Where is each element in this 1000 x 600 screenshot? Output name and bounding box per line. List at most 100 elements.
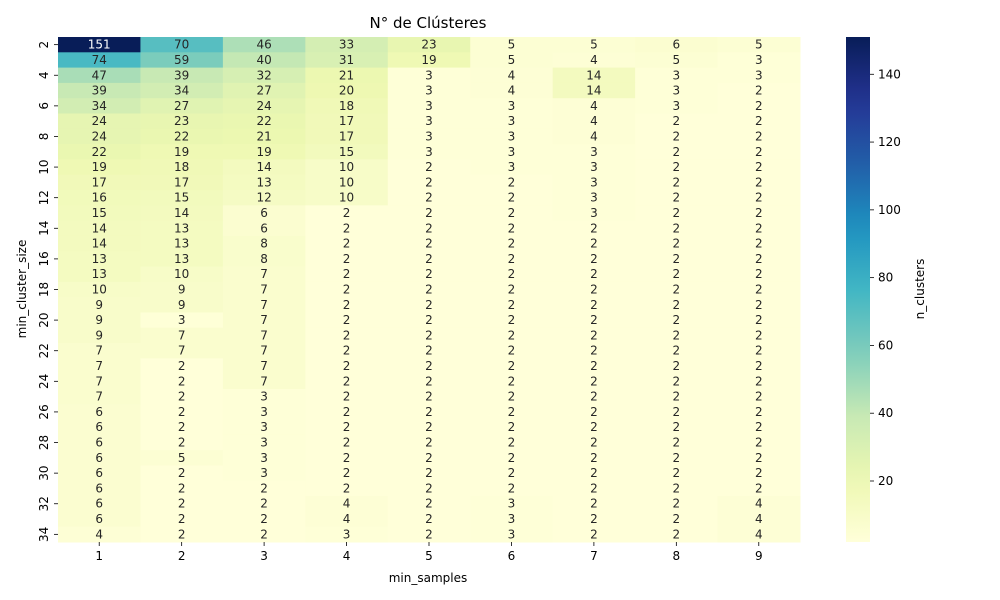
heatmap-cell <box>635 52 719 69</box>
heatmap-cell-labels: 151 70 46 33 23 5 5 6 574 59 40 31 19 5 4 5 347 39 32 21 3 4 1… <box>88 38 763 542</box>
heatmap-cell <box>305 343 389 359</box>
heatmap-cell <box>140 220 224 237</box>
heatmap-cell <box>717 205 801 222</box>
cell-value-label: 22 <box>256 114 271 128</box>
cell-value-label: 17 <box>339 114 354 128</box>
heatmap-cell <box>222 450 306 466</box>
heatmap-cell <box>222 205 306 222</box>
colorbar-tick-label: 60 <box>878 338 893 352</box>
heatmap-cell <box>387 190 471 206</box>
cell-value-label: 2 <box>755 114 763 128</box>
cell-value-label: 3 <box>590 191 598 205</box>
cell-value-label: 2 <box>343 344 351 358</box>
y-tick-label: 8 <box>37 133 51 141</box>
heatmap-cell <box>140 82 224 99</box>
cell-value-label: 3 <box>508 129 516 143</box>
cell-value-label: 2 <box>673 359 681 373</box>
cell-value-label: 2 <box>590 359 598 373</box>
cell-value-label: 4 <box>755 512 763 526</box>
heatmap-cell <box>470 373 554 390</box>
cell-value-label: 3 <box>260 405 268 419</box>
cell-value-label: 2 <box>673 160 681 174</box>
cell-value-label: 14 <box>92 221 107 235</box>
heatmap-cell <box>387 174 471 191</box>
heatmap-cell <box>552 159 636 176</box>
heatmap-cell <box>222 128 306 145</box>
heatmap-cell <box>58 266 141 283</box>
heatmap-cell <box>387 496 471 512</box>
cell-value-label: 21 <box>339 68 354 82</box>
cell-value-label: 4 <box>590 114 598 128</box>
cell-value-label: 2 <box>425 497 433 511</box>
cell-value-label: 7 <box>178 344 186 358</box>
colorbar-tick-label: 120 <box>878 135 901 149</box>
heatmap-cell <box>635 450 719 466</box>
heatmap-cell <box>58 511 141 528</box>
heatmap-cell <box>635 37 719 53</box>
cell-value-label: 2 <box>425 298 433 312</box>
heatmap-cell <box>58 281 141 298</box>
heatmap-cell <box>470 450 554 466</box>
heatmap-cell <box>222 388 306 405</box>
cell-value-label: 6 <box>260 206 268 220</box>
heatmap-cell <box>305 465 389 482</box>
heatmap-cell <box>387 144 471 160</box>
cell-value-label: 3 <box>425 84 433 98</box>
y-tick-label: 4 <box>37 71 51 79</box>
cell-value-label: 2 <box>425 221 433 235</box>
heatmap-cell <box>470 190 554 206</box>
heatmap-cell <box>387 358 471 375</box>
cell-value-label: 4 <box>508 84 516 98</box>
heatmap-cell <box>140 113 224 130</box>
cell-value-label: 2 <box>673 114 681 128</box>
cell-value-label: 2 <box>673 374 681 388</box>
cell-value-label: 2 <box>755 252 763 266</box>
heatmap-cell <box>387 434 471 451</box>
heatmap-cell <box>470 358 554 375</box>
cell-value-label: 2 <box>673 221 681 235</box>
cell-value-label: 17 <box>92 175 107 189</box>
cell-value-label: 2 <box>425 283 433 297</box>
heatmap-cell <box>222 327 306 344</box>
heatmap-cell <box>717 450 801 466</box>
heatmap-cell <box>140 465 224 482</box>
cell-value-label: 2 <box>425 527 433 541</box>
heatmap-cell <box>552 174 636 191</box>
heatmap-cell <box>717 526 801 543</box>
heatmap-cell <box>58 128 141 145</box>
cell-value-label: 2 <box>590 237 598 251</box>
heatmap-cell <box>222 159 306 176</box>
heatmap-cell <box>140 159 224 176</box>
cell-value-label: 3 <box>425 129 433 143</box>
heatmap-cell <box>470 388 554 405</box>
cell-value-label: 5 <box>508 38 516 52</box>
cell-value-label: 3 <box>508 114 516 128</box>
heatmap-cell <box>387 113 471 130</box>
heatmap-cell <box>552 434 636 451</box>
cell-value-label: 2 <box>508 175 516 189</box>
cell-value-label: 7 <box>260 298 268 312</box>
cell-value-label: 21 <box>256 129 271 143</box>
cell-value-label: 2 <box>755 298 763 312</box>
cell-value-label: 3 <box>508 512 516 526</box>
heatmap-cell <box>387 159 471 176</box>
cell-value-label: 4 <box>95 527 103 541</box>
cell-value-label: 2 <box>755 283 763 297</box>
cell-value-label: 2 <box>178 527 186 541</box>
cell-value-label: 2 <box>260 527 268 541</box>
cell-value-label: 3 <box>755 53 763 67</box>
heatmap-cell <box>305 190 389 206</box>
heatmap-cell <box>305 297 389 313</box>
heatmap-cell <box>470 144 554 160</box>
heatmap-cell <box>140 174 224 191</box>
heatmap-cell <box>470 174 554 191</box>
heatmap-cell <box>140 419 224 436</box>
heatmap-cell <box>58 450 141 466</box>
cell-value-label: 2 <box>343 283 351 297</box>
y-tick-label: 10 <box>37 159 51 174</box>
cell-value-label: 2 <box>343 481 351 495</box>
colorbar-tick-label: 140 <box>878 67 901 81</box>
heatmap-cell <box>305 174 389 191</box>
heatmap-cell <box>552 297 636 313</box>
